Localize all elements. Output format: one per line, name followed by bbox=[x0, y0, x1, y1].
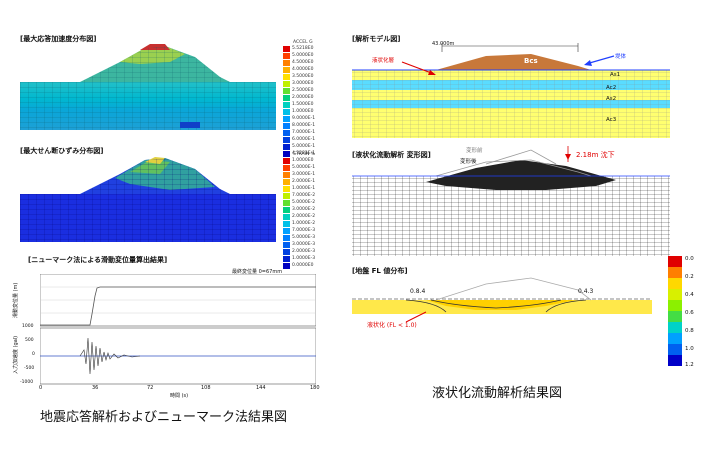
legend-item: 3.0000E-3 bbox=[283, 241, 315, 248]
legend-item: 2.0000E-3 bbox=[283, 248, 315, 255]
y-tick: 500 bbox=[25, 338, 34, 343]
scale-swatch bbox=[668, 278, 682, 289]
legend-item: 1.0000E0 bbox=[283, 108, 315, 115]
fl-panel-title: [地盤 FL 値分布] bbox=[352, 267, 408, 275]
scale-swatch bbox=[668, 333, 682, 344]
model-panel-title: [解析モデル図] bbox=[352, 35, 401, 43]
dike-label: 堤体 bbox=[615, 54, 627, 60]
scale-label: 0.0 bbox=[685, 256, 694, 262]
legend-item: 5.0000E-2 bbox=[283, 199, 315, 206]
legend-item: 7.0000E-3 bbox=[283, 227, 315, 234]
liquefied-layer-label: 液状化層 bbox=[372, 58, 395, 64]
scale-swatch bbox=[668, 300, 682, 311]
legend-item: 5.0000E-1 bbox=[283, 143, 315, 150]
right-caption: 液状化流動解析結果図 bbox=[432, 386, 563, 401]
legend-item: 0.0000E0 bbox=[283, 262, 315, 269]
y-tick: -1000 bbox=[20, 380, 34, 385]
legend-item: 7.0000E-2 bbox=[283, 192, 315, 199]
deformation-panel-title: [液状化流動解析 変形図] bbox=[352, 151, 431, 159]
after-deformation-label: 変形後 bbox=[460, 159, 477, 165]
newmark-panel-title: [ニューマーク法による滑動変位量算出結果] bbox=[28, 256, 168, 264]
deformation-diagram bbox=[352, 146, 670, 256]
y-tick: 0 bbox=[32, 352, 35, 357]
settlement-label: 2.18m 沈下 bbox=[576, 151, 615, 159]
legend-item: 1.0000E-2 bbox=[283, 220, 315, 227]
legend-item: 1.0000E-1 bbox=[283, 185, 315, 192]
legend-item: 6.0000E-1 bbox=[283, 136, 315, 143]
x-tick: 36 bbox=[92, 385, 99, 391]
scale-swatch bbox=[668, 344, 682, 355]
scale-label: 0.4 bbox=[685, 292, 694, 298]
strain-distribution-chart bbox=[20, 157, 276, 242]
legend-item: 3.0000E-1 bbox=[283, 171, 315, 178]
legend-item: 2.0000E0 bbox=[283, 94, 315, 101]
accel-legend: ACCEL G 5.5218E0 5.0000E0 4.5000E0 4.000… bbox=[283, 40, 315, 157]
x-tick: 0 bbox=[39, 385, 43, 391]
displacement-y-label: 滑動変位量 (m) bbox=[13, 282, 19, 318]
layer-label: As1 bbox=[610, 72, 621, 78]
scale-label: 0.8 bbox=[685, 328, 694, 334]
scale-swatch bbox=[668, 322, 682, 333]
legend-item: 4.3281E-1 bbox=[283, 150, 315, 157]
legend-item: 1.5000E0 bbox=[283, 101, 315, 108]
legend-item: 5.0000E0 bbox=[283, 52, 315, 59]
scale-label: 0.6 bbox=[685, 310, 694, 316]
strain-legend: STRAIN % 1.0000E0 5.0000E-1 3.0000E-1 2.… bbox=[283, 152, 315, 269]
scale-swatch bbox=[668, 311, 682, 322]
left-caption: 地震応答解析およびニューマーク法結果図 bbox=[40, 410, 288, 425]
legend-item: 1.0000E0 bbox=[283, 157, 315, 164]
x-tick: 180 bbox=[310, 385, 320, 391]
layer-label: Ac2 bbox=[606, 85, 617, 91]
x-tick: 72 bbox=[147, 385, 154, 391]
legend-item: 3.0000E-2 bbox=[283, 206, 315, 213]
legend-item: 2.0000E-2 bbox=[283, 213, 315, 220]
legend-item: 9.0000E-1 bbox=[283, 115, 315, 122]
legend-item: 2.5000E0 bbox=[283, 87, 315, 94]
x-axis-label: 時間 (s) bbox=[170, 393, 189, 399]
legend-item: 3.5000E0 bbox=[283, 73, 315, 80]
before-deformation-label: 変形前 bbox=[466, 148, 483, 154]
fl-left-label: 0.8.4 bbox=[410, 288, 426, 295]
accel-distribution-chart bbox=[20, 44, 276, 130]
fl-color-scale bbox=[668, 256, 682, 366]
newmark-chart bbox=[40, 274, 316, 385]
layer-label: As2 bbox=[606, 96, 617, 102]
fl-distribution-diagram bbox=[352, 277, 652, 323]
scale-swatch bbox=[668, 355, 682, 366]
legend-item: 4.5000E0 bbox=[283, 59, 315, 66]
accel-legend-header: ACCEL G bbox=[293, 40, 313, 45]
legend-item: 7.0000E-1 bbox=[283, 129, 315, 136]
legend-item: 3.0000E0 bbox=[283, 80, 315, 87]
fl-right-label: 0.4.3 bbox=[578, 288, 594, 295]
y-tick: -500 bbox=[24, 366, 35, 371]
x-tick: 144 bbox=[256, 385, 266, 391]
legend-item: 5.0000E-1 bbox=[283, 164, 315, 171]
legend-item: 2.0000E-1 bbox=[283, 178, 315, 185]
liquefaction-note: 液状化 (FL < 1.0) bbox=[367, 322, 417, 329]
final-displacement-label: 最終変位量 0=67mm bbox=[232, 269, 283, 275]
legend-item: 1.0000E-3 bbox=[283, 255, 315, 262]
legend-item: 8.0000E-1 bbox=[283, 122, 315, 129]
scale-swatch bbox=[668, 256, 682, 267]
scale-label: 0.2 bbox=[685, 274, 694, 280]
scale-label: 1.2 bbox=[685, 362, 694, 368]
bcs-label: Bcs bbox=[524, 57, 538, 65]
strain-legend-header: STRAIN % bbox=[293, 152, 316, 157]
accel-panel-title: [最大応答加速度分布図] bbox=[20, 35, 97, 43]
y-tick: 1000 bbox=[22, 324, 34, 329]
legend-item: 4.0000E0 bbox=[283, 66, 315, 73]
strain-panel-title: [最大せん断ひずみ分布図] bbox=[20, 147, 104, 155]
scale-label: 1.0 bbox=[685, 346, 694, 352]
layer-label: Ac3 bbox=[606, 117, 617, 123]
dimension-label: 43.000m bbox=[432, 41, 455, 47]
model-diagram bbox=[352, 43, 670, 138]
legend-item: 5.5218E0 bbox=[283, 45, 315, 52]
legend-item: 5.0000E-3 bbox=[283, 234, 315, 241]
acceleration-y-label: 入力加速度 (gal) bbox=[13, 335, 19, 374]
scale-swatch bbox=[668, 289, 682, 300]
scale-swatch bbox=[668, 267, 682, 278]
x-tick: 108 bbox=[201, 385, 211, 391]
